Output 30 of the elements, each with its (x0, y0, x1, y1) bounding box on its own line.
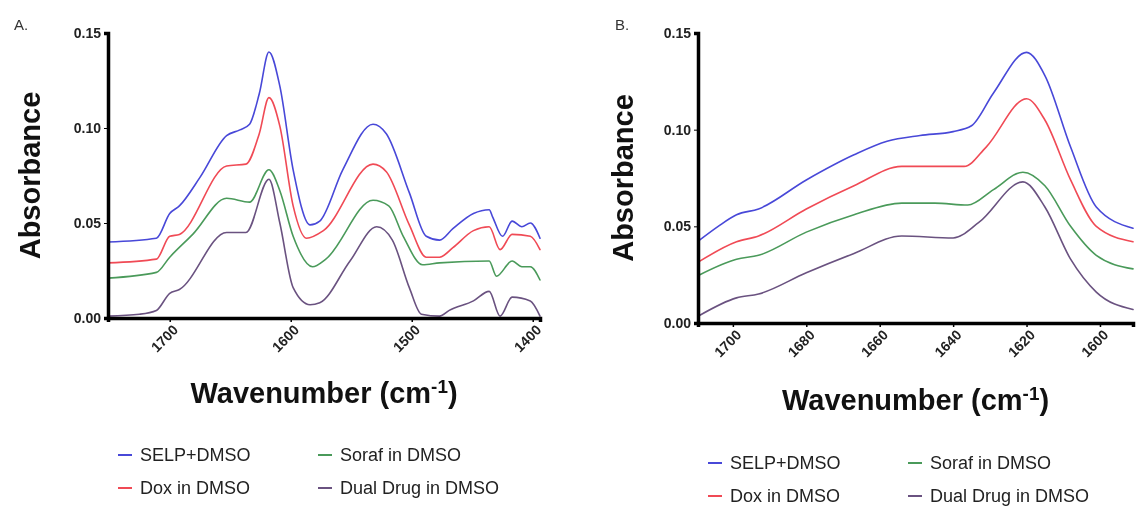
legend-label: Dox in DMSO (140, 478, 251, 498)
text: A. (14, 16, 29, 33)
y-tick-label: 0.00 (73, 309, 102, 326)
legend-label: Dual Drug in DMSO (340, 478, 500, 498)
line-series (107, 96, 541, 264)
y-axis-title: Absorbance (607, 94, 639, 262)
y-tick-label: 0.05 (663, 218, 692, 235)
legend-label: Soraf in DMSO (930, 453, 1052, 473)
y-tick-label: 0.10 (663, 121, 692, 138)
y-axis-title: Absorbance (14, 91, 46, 260)
line-series (699, 51, 1134, 241)
y-tick-label: 0.00 (663, 314, 692, 331)
y-tick-label: 0.10 (73, 119, 102, 136)
y-tick-label: 0.05 (73, 214, 102, 231)
line-series (699, 181, 1134, 317)
y-tick-label: 0.15 (663, 24, 692, 41)
text: B. (615, 16, 630, 33)
legend-label: SELP+DMSO (140, 445, 251, 465)
y-tick-label: 0.15 (73, 24, 102, 41)
line-series (107, 169, 541, 281)
legend-label: Soraf in DMSO (340, 445, 462, 465)
line-series (699, 97, 1134, 262)
x-axis-title: Wavenumber (cm$^{-1}$) (190, 375, 458, 409)
legend-label: Dox in DMSO (730, 486, 841, 506)
legend-label: Dual Drug in DMSO (930, 486, 1090, 506)
x-axis-title: Wavenumber (cm$^{-1}$) (781, 382, 1050, 416)
line-series (107, 178, 541, 317)
line-series (107, 51, 541, 243)
line-series (699, 171, 1134, 276)
legend-label: SELP+DMSO (730, 453, 841, 473)
